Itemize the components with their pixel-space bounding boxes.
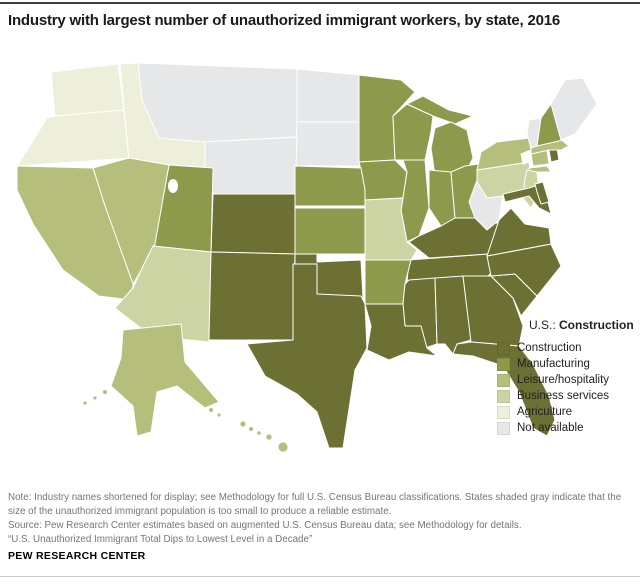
state-MI — [406, 95, 474, 125]
state-NM — [208, 251, 296, 341]
legend-item-leisure: Leisure/hospitality — [497, 372, 639, 388]
state-AK-island — [209, 408, 213, 412]
state-HI-island — [257, 431, 261, 435]
state-ND — [296, 68, 360, 123]
state-HI-island — [240, 421, 246, 427]
great-salt-lake — [168, 179, 178, 193]
not-available-swatch — [497, 421, 510, 435]
construction-swatch — [497, 341, 510, 355]
business-swatch — [497, 389, 510, 403]
state-NH — [536, 103, 564, 147]
state-AK — [110, 323, 220, 437]
us-map — [16, 62, 598, 452]
legend-item-business: Business services — [497, 388, 639, 404]
legend-item-agriculture: Agriculture — [497, 404, 639, 420]
legend-label: Manufacturing — [517, 358, 590, 370]
state-LA — [364, 303, 438, 361]
legend-label: Business services — [517, 390, 610, 402]
state-WY — [204, 136, 298, 195]
state-HI-island — [266, 434, 272, 440]
state-AK-island — [103, 390, 107, 394]
legend-item-construction: Construction — [497, 340, 639, 356]
state-HI-island — [278, 442, 288, 452]
legend-label: Construction — [517, 342, 582, 354]
state-CO — [210, 193, 296, 255]
legend-label: Leisure/hospitality — [517, 374, 610, 386]
footer-notes: Note: Industry names shortened for displ… — [8, 491, 634, 547]
bottom-rule — [0, 576, 640, 577]
state-AK-island — [217, 413, 221, 417]
state-MT — [137, 62, 298, 143]
legend-item-manufacturing: Manufacturing — [497, 356, 639, 372]
state-KS — [294, 207, 366, 255]
state-VA — [486, 207, 552, 257]
legend-us-prefix: U.S.: — [529, 318, 560, 332]
state-OR — [16, 109, 130, 167]
legend-us-value: U.S.: Construction — [529, 318, 639, 332]
state-WA — [50, 63, 125, 117]
leisure-swatch — [497, 373, 510, 387]
state-DE — [534, 181, 550, 205]
state-SD — [294, 121, 362, 167]
legend: U.S.: Construction Construction Manufact… — [497, 318, 639, 436]
state-TX — [246, 263, 368, 449]
source-text: Source: Pew Research Center estimates ba… — [8, 520, 522, 531]
legend-label: Not available — [517, 422, 584, 434]
map-container — [5, 58, 635, 488]
state-AK-island — [83, 401, 87, 405]
state-HI-island — [249, 427, 253, 431]
legend-item-not-available: Not available — [497, 420, 639, 436]
report-title-text: “U.S. Unauthorized Immigrant Total Dips … — [8, 534, 313, 545]
agriculture-swatch — [497, 405, 510, 419]
manufacturing-swatch — [497, 357, 510, 371]
top-rule — [0, 2, 640, 4]
pew-research-center-wordmark: PEW RESEARCH CENTER — [8, 550, 146, 562]
state-NE — [294, 165, 366, 207]
state-ME — [550, 77, 598, 141]
note-text: Note: Industry names shortened for displ… — [8, 492, 622, 517]
page-title: Industry with largest number of unauthor… — [8, 12, 561, 29]
state-CA — [16, 165, 134, 301]
legend-us-bold: Construction — [559, 318, 634, 332]
state-IA — [358, 159, 408, 201]
legend-label: Agriculture — [517, 406, 572, 418]
state-AK-island — [93, 396, 97, 400]
